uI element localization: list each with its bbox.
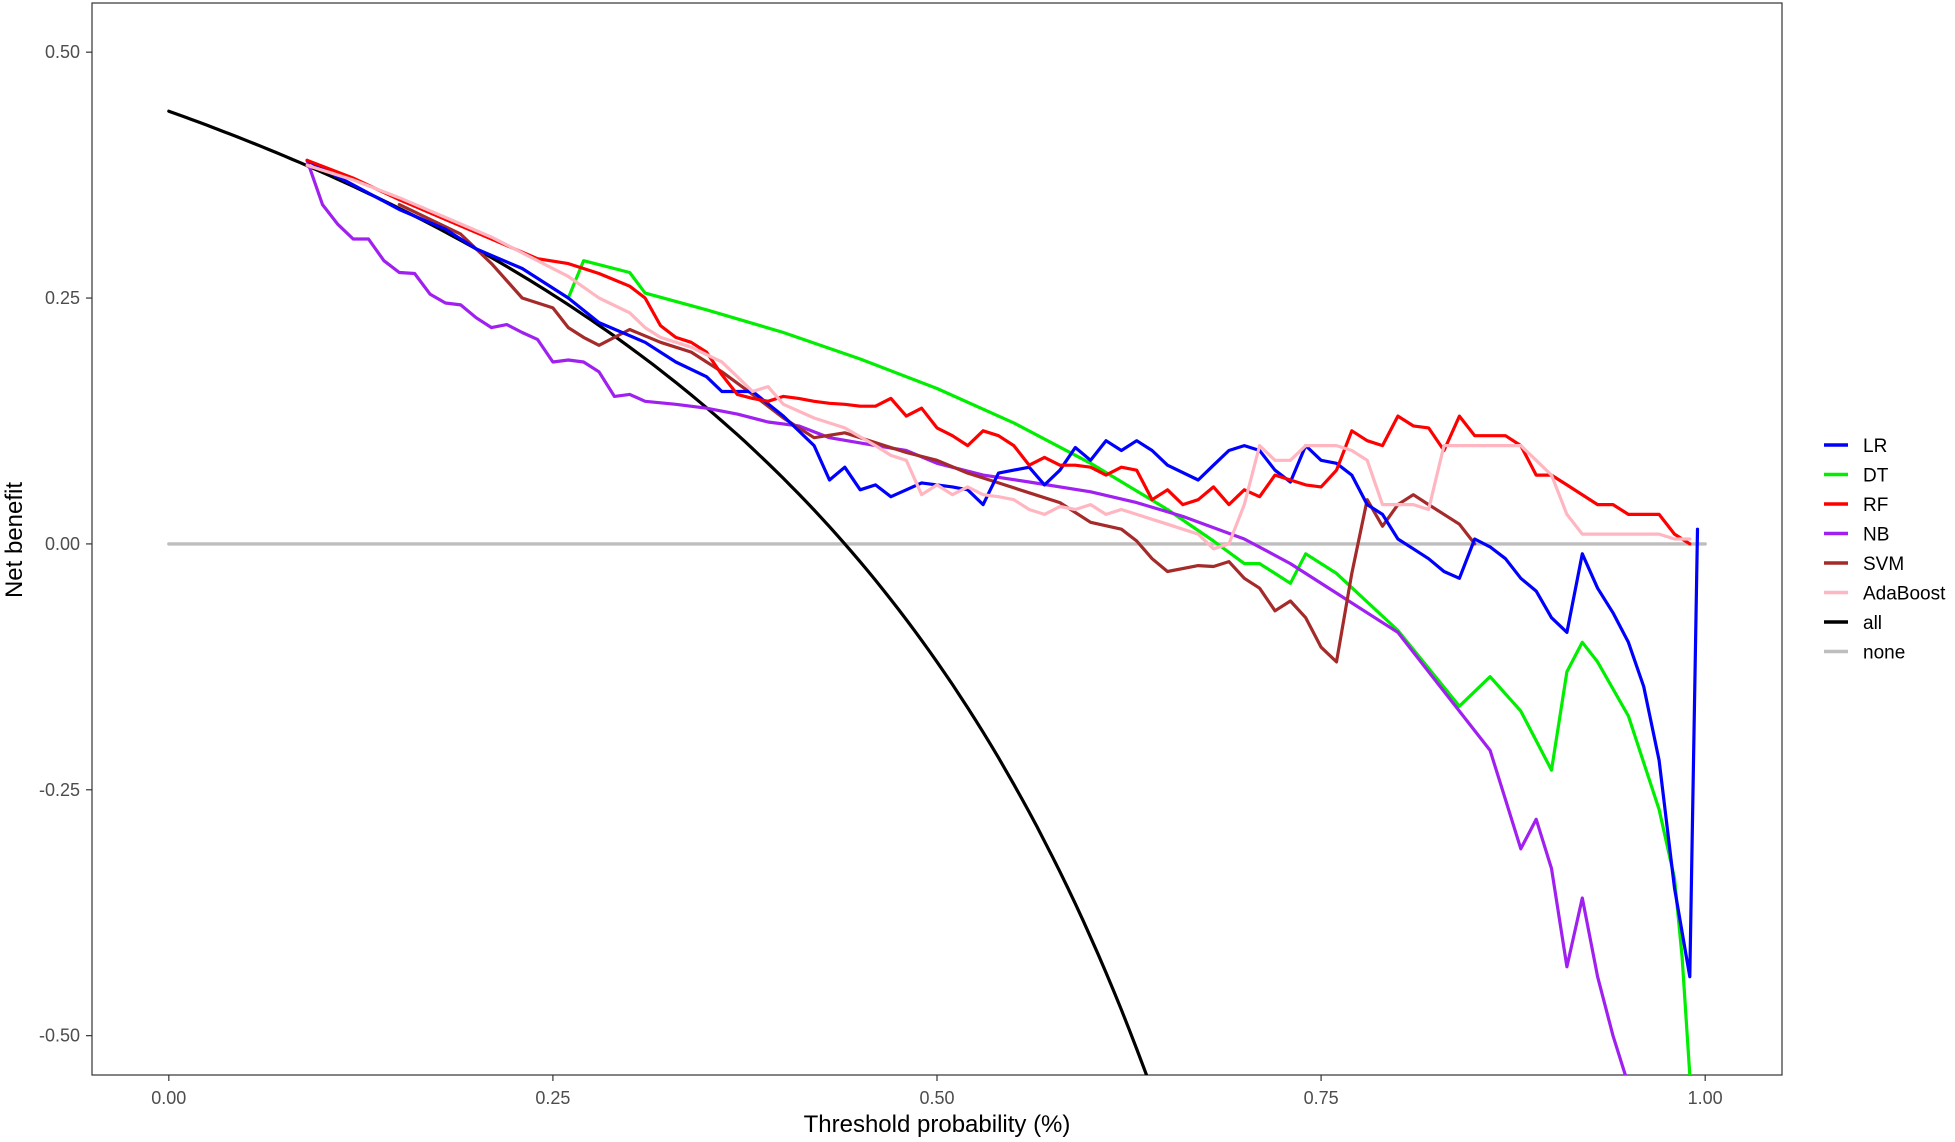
legend-label-rf: RF	[1863, 495, 1888, 516]
y-tick-label: -0.25	[39, 780, 80, 800]
plot-panel	[91, 2, 1783, 1076]
legend-label-svm: SVM	[1863, 554, 1904, 575]
x-tick-label: 0.50	[919, 1088, 954, 1108]
y-tick-label: 0.00	[45, 534, 80, 554]
series-line-svm	[397, 203, 1477, 664]
x-axis: 0.00 0.25 0.50 0.75 1.00	[151, 1075, 1723, 1108]
legend-label-dt: DT	[1863, 466, 1889, 487]
legend: LR DT RF NB SVM AdaBoost all none	[1824, 436, 1946, 664]
y-axis: 0.50 0.25 0.00 -0.25 -0.50	[39, 42, 92, 1046]
series-layer	[167, 109, 1707, 1075]
y-tick-label: -0.50	[39, 1026, 80, 1046]
legend-label-adaboost: AdaBoost	[1863, 584, 1946, 605]
legend-label-lr: LR	[1863, 436, 1887, 457]
y-axis-title: Net benefit	[1, 482, 28, 598]
x-tick-label: 1.00	[1688, 1088, 1723, 1108]
x-tick-label: 0.75	[1304, 1088, 1339, 1108]
x-axis-title: Threshold probability (%)	[804, 1111, 1071, 1138]
y-tick-label: 0.50	[45, 42, 80, 62]
x-tick-label: 0.25	[535, 1088, 570, 1108]
y-tick-label: 0.25	[45, 288, 80, 308]
legend-label-nb: NB	[1863, 525, 1889, 546]
series-line-all	[167, 109, 1149, 1075]
series-line-adaboost	[305, 163, 1692, 551]
legend-label-none: none	[1863, 643, 1905, 664]
series-line-nb	[305, 158, 1628, 1075]
series-line-lr	[305, 158, 1700, 979]
x-tick-label: 0.00	[151, 1088, 186, 1108]
series-line-rf	[305, 158, 1692, 546]
legend-label-all: all	[1863, 613, 1882, 634]
series-line-dt	[566, 259, 1692, 1075]
